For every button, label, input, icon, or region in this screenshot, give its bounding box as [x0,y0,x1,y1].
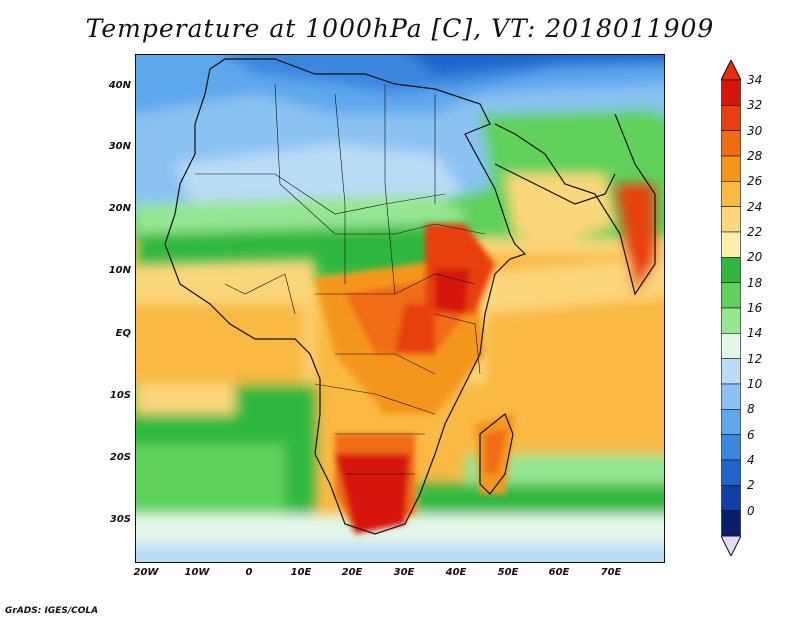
colorbar-segment [721,155,741,182]
colorbar-label: 22 [747,225,763,239]
colorbar-segment [721,79,741,106]
colorbar-label: 34 [747,73,763,87]
colorbar-segment [721,485,741,511]
coastlines [164,58,656,535]
colorbar-over-arrow [720,58,742,81]
colorbar-label: 4 [747,453,755,467]
colorbar-label: 18 [747,275,763,290]
colorbar-label: 28 [747,149,763,163]
map-frame [135,54,665,563]
colorbar-segment [721,257,741,283]
colorbar-label: 0 [747,503,755,518]
colorbar [720,58,742,558]
colorbar-segment [721,434,741,461]
colorbar-segment [721,307,741,334]
lon-label: 50E [497,567,519,578]
colorbar-label: 14 [747,326,763,341]
temperature-map [135,54,665,563]
lon-label: 70E [600,567,622,578]
colorbar-label: 8 [747,402,755,417]
colorbar-segment [721,181,741,207]
colorbar-svg [720,58,742,558]
lat-label: 20N [108,203,131,214]
lon-label: 60E [548,567,570,578]
lon-label: 30E [393,567,415,578]
lon-label: 20E [341,567,363,578]
map-svg [135,54,665,563]
lon-label: 10W [184,567,210,578]
colorbar-under-arrow [720,535,742,558]
colorbar-segment [721,105,741,131]
colorbar-segment [721,459,741,486]
colorbar-label: 12 [747,351,763,366]
colorbar-segment [721,510,741,537]
colorbar-label: 10 [747,377,763,391]
colorbar-segment [721,130,741,157]
credit-text: GrADS: IGES/COLA [5,606,99,616]
colorbar-label: 26 [747,174,763,189]
lon-label: 10E [290,567,312,578]
colorbar-label: 30 [747,123,763,138]
colorbar-label: 2 [747,478,755,493]
colorbar-label: 6 [747,427,755,442]
colorbar-segment [721,358,741,385]
lon-label: 20W [133,567,159,578]
chart-title: Temperature at 1000hPa [C], VT: 20180119… [85,14,715,43]
colorbar-segment [721,409,741,435]
lat-label: 40N [108,80,131,91]
lat-label: 10N [108,265,131,276]
colorbar-segment [721,282,741,309]
lat-label: 10S [109,390,131,401]
lat-label: 30S [109,514,131,525]
colorbar-label: 32 [747,98,763,113]
colorbar-label: 24 [747,199,763,214]
lat-label: EQ [115,328,131,339]
colorbar-label: 16 [747,301,763,315]
country-borders [195,83,486,475]
colorbar-segment [721,333,741,359]
colorbar-segment [721,231,741,258]
lat-label: 30N [108,141,131,152]
colorbar-label: 20 [747,250,763,265]
colorbar-segment [721,383,741,410]
lat-label: 20S [109,452,131,463]
lon-label: 40E [445,567,467,578]
lon-label: 0 [245,567,253,578]
colorbar-segment [721,206,741,233]
